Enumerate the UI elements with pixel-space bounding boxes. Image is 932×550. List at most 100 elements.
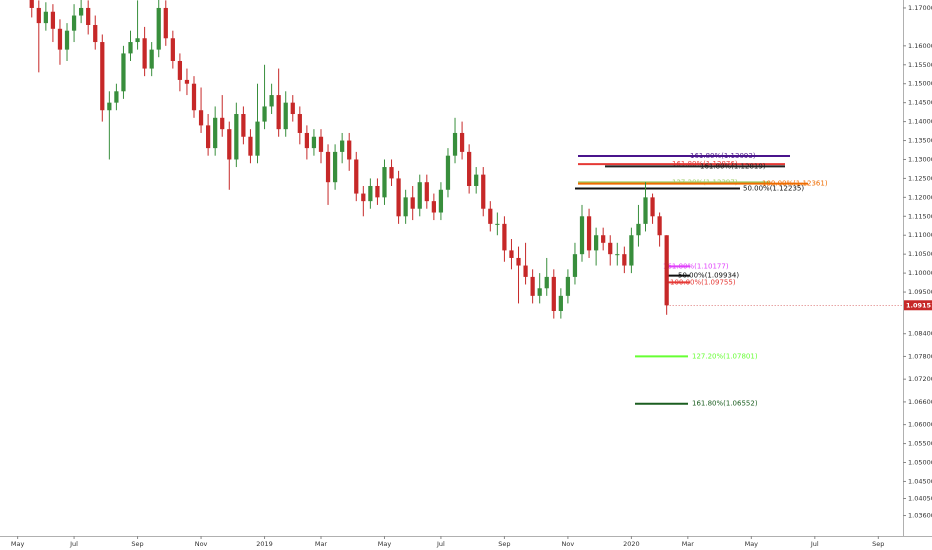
candle-body [163,7,168,39]
candle-body [71,15,77,31]
y-tick-label: 1.13500 [908,137,932,145]
candle-body [572,254,578,277]
candle-body [36,7,41,24]
last-price-box [904,300,932,311]
candle-body [297,114,302,133]
fib-level-label: 100.00%(1.09755) [670,278,736,286]
candle-body [332,151,338,183]
x-tick-label: Mar [682,540,695,548]
candle-body [114,91,119,103]
candle-body [382,167,387,198]
candle-body [417,182,422,209]
candle-body [657,216,662,236]
x-tick-label: Sep [131,540,143,548]
candle-body [213,117,218,149]
y-tick-label: 1.05000 [908,459,932,467]
y-tick-label: 1.11500 [908,212,932,220]
y-tick-label: 1.12000 [908,193,932,201]
candle-body [643,197,648,224]
fib-level-label: 50.00%(1.12235) [743,184,804,192]
x-tick-label: May [11,540,25,548]
candle-body [276,95,281,130]
y-tick-label: 1.16000 [908,42,932,50]
candle-body [664,235,669,306]
y-tick-label: 1.14000 [908,118,932,126]
y-tick-label: 1.07200 [908,375,932,383]
y-tick-label: 1.06600 [908,398,932,406]
y-tick-label: 1.15000 [908,80,932,88]
candle-body [594,235,599,251]
candle-body [445,155,451,190]
y-tick-label: 1.13000 [908,155,932,163]
candle-body [523,265,528,277]
candle-body [375,185,380,198]
axes: 1.17000 1.16000 1.15500 1.15000 1.14500 1.140… [11,4,932,548]
candle-body [220,117,225,130]
candle-body [311,136,317,149]
candle-body [396,178,401,217]
x-tick-label: 2020 [623,540,640,548]
y-tick-label: 1.08400 [908,330,932,338]
candle-body [424,182,429,202]
candle-body [255,121,260,156]
candles [29,0,669,319]
x-tick-label: Sep [498,540,510,548]
candle-body [474,174,479,186]
y-tick-label: 1.09500 [908,288,932,296]
candle-body [601,235,606,243]
candle-body [516,257,521,266]
candle-body [565,276,571,296]
fib-level-label: 161.80%(1.13093) [690,152,756,160]
candle-body [290,102,295,115]
candle-body [467,151,472,186]
y-tick-label: 1.10000 [908,269,932,277]
fib-level-label: 127.20%(1.07801) [692,352,758,360]
candle-body [551,276,556,311]
candle-body [234,114,239,160]
candle-body [354,159,359,194]
candle-body [156,7,161,50]
fib-level-label: 161.80%(1.10177) [663,262,729,270]
candle-body [636,223,641,236]
candle-body [184,79,190,84]
x-tick-label: 2019 [256,540,273,548]
candle-body [509,250,514,258]
candle-body [361,193,366,202]
x-tick-label: Nov [562,540,575,548]
candle-body [177,60,183,80]
candle-body [135,38,140,43]
last-price-label: 1.09151 [906,301,932,309]
candle-body [403,197,408,217]
candle-body [170,38,175,61]
candle-body [57,28,63,50]
fib-level-label: 127.20%(1.12397) [672,178,738,186]
candle-body [29,0,34,8]
y-tick-label: 1.07800 [908,352,932,360]
candle-body [629,235,634,266]
candle-body [537,288,542,296]
x-tick-label: Jul [810,540,819,548]
candle-body [198,110,204,126]
candle-body [128,42,133,54]
candle-body [205,125,211,149]
fib-level-label: 50.00%(1.09934) [678,272,739,280]
candle-body [586,216,592,251]
x-tick-label: Jul [436,540,445,548]
candle-body [227,129,232,160]
y-tick-label: 1.04050 [908,494,932,502]
x-tick-label: Sep [872,540,884,548]
candle-body [50,11,56,29]
candle-body [438,189,444,213]
candle-body [149,49,154,69]
x-tick-label: Nov [195,540,208,548]
y-tick-label: 1.12500 [908,174,932,182]
candle-body [579,216,585,255]
candle-body [43,11,48,24]
candle-body [410,197,415,209]
candle-body [86,7,91,26]
fib-level-label: 100.00%(1.12361) [762,180,828,188]
candle-body [558,295,563,311]
candle-body [241,114,246,137]
candle-body [318,136,324,152]
